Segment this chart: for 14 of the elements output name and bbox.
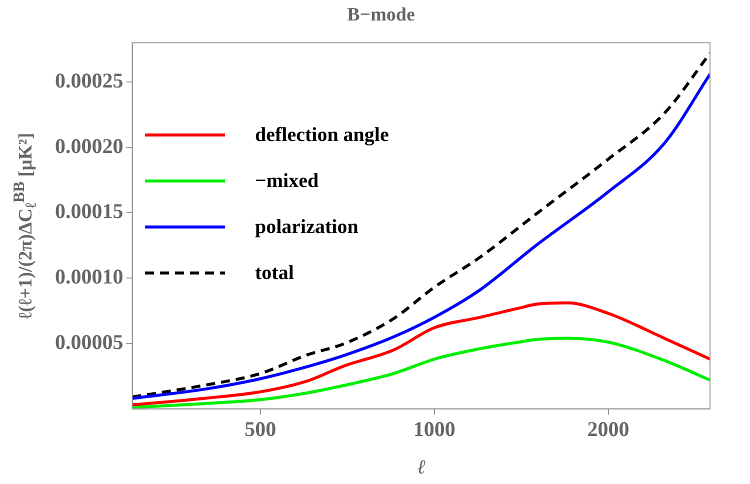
x-tick-label: 500 (244, 416, 276, 441)
y-tick-label: 0.00005 (55, 330, 124, 354)
legend-label: total (255, 262, 294, 284)
y-tick-label: 0.00020 (55, 134, 124, 158)
legend-label: deflection angle (255, 124, 389, 146)
x-tick-label: 2000 (587, 416, 630, 441)
y-tick-label: 0.00025 (55, 68, 124, 92)
y-tick-label: 0.00010 (55, 264, 124, 289)
legend-label: −mixed (255, 170, 319, 192)
x-axis-title: ℓ (416, 456, 426, 478)
y-tick-label: 0.00015 (55, 199, 124, 224)
legend-label: polarization (255, 216, 358, 238)
chart-title: B−mode (347, 4, 415, 26)
x-tick-label: 1000 (413, 416, 456, 441)
